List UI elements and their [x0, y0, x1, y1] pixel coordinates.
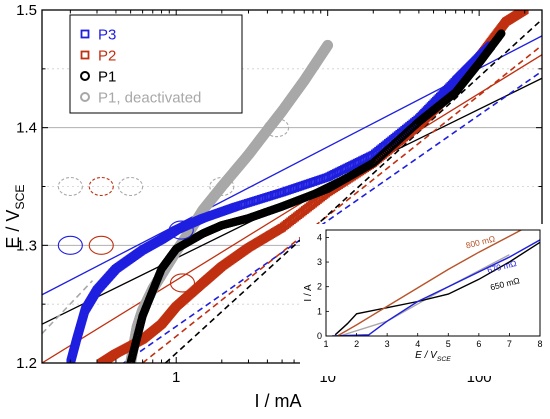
highlight-circle-0 — [57, 235, 83, 255]
inset-x-tick-label: 8 — [537, 339, 542, 349]
legend-label: P1, deactivated — [98, 90, 201, 107]
x-tick-label: 1 — [172, 369, 180, 386]
y-axis-title: E / VSCE — [3, 184, 27, 248]
label-subscript: SCE — [437, 356, 451, 363]
inset-series-line-3 — [337, 230, 523, 336]
fit-line-4 — [142, 44, 542, 363]
fit-line-6 — [42, 280, 94, 335]
legend: P3 P2 P1 P1, deactivated — [69, 14, 243, 114]
highlight-circle-7 — [209, 176, 235, 197]
data-point — [497, 29, 506, 38]
inset-x-tick-label: 3 — [385, 339, 390, 349]
highlight-circle-8 — [264, 118, 290, 138]
inset-y-tick-label: 4 — [317, 232, 322, 242]
inset-x-tick-label: 1 — [323, 339, 328, 349]
fit-line-1 — [42, 54, 542, 363]
inset-series-line-2 — [332, 239, 540, 336]
series-p1 — [126, 29, 506, 363]
y-tick-label: 1.3 — [16, 237, 37, 254]
fit-line-5 — [164, 18, 542, 363]
inset-y-tick-label: 1 — [317, 306, 322, 316]
legend-marker-circle — [80, 92, 90, 102]
inset-x-tick-label: 2 — [354, 339, 359, 349]
fit-line-3 — [123, 70, 542, 363]
legend-marker-square — [80, 29, 90, 39]
label-subscript: SCE — [13, 184, 27, 209]
inset-series-line-0 — [341, 254, 510, 336]
x-axis-title: I / mA — [254, 391, 301, 411]
inset-x-tick-label: 6 — [476, 339, 481, 349]
legend-box — [69, 14, 243, 114]
inset-y-tick-label: 2 — [317, 282, 322, 292]
inset-y-tick-label: 3 — [317, 257, 322, 267]
inset-frame — [325, 229, 541, 337]
inset-x-tick-label: 7 — [507, 339, 512, 349]
y-tick-label: 1.4 — [16, 120, 37, 137]
label-part: E / V — [415, 350, 438, 361]
highlight-circle-6 — [118, 176, 144, 197]
inset-x-tick-label: 5 — [446, 339, 451, 349]
inset-plot-area — [332, 230, 540, 336]
highlight-circle-3 — [169, 273, 196, 293]
y-tick-label: 1.2 — [16, 355, 37, 372]
legend-marker-circle — [80, 71, 90, 81]
inset-y-axis-title: I / A — [303, 284, 314, 302]
inset-x-axis-title: E / VSCE — [415, 350, 451, 363]
label-part: E / V — [3, 210, 23, 249]
data-point — [322, 39, 334, 51]
highlight-circle-2 — [168, 220, 194, 240]
highlight-circle-1 — [88, 235, 114, 255]
inset-y-tick-label: 0 — [317, 331, 322, 341]
highlight-circle-4 — [57, 176, 83, 197]
legend-marker-square — [80, 50, 90, 60]
y-axis: 1.2 1.3 1.4 1.5 — [16, 2, 542, 372]
inset-x-tick-label: 4 — [415, 339, 420, 349]
highlight-circle-5 — [88, 176, 114, 197]
legend-label: P3 — [98, 27, 116, 44]
y-tick-label: 1.5 — [16, 2, 37, 19]
legend-label: P2 — [98, 48, 116, 65]
plot-area — [42, 10, 542, 363]
legend-label: P1 — [98, 69, 116, 86]
